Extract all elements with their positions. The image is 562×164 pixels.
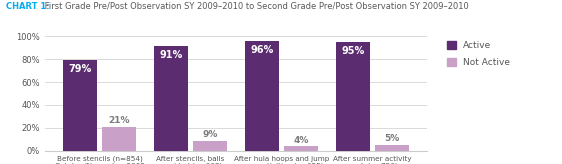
Bar — [336, 42, 370, 151]
Bar — [244, 41, 279, 151]
Text: 4%: 4% — [293, 136, 309, 145]
Bar — [375, 145, 409, 151]
Text: 79%: 79% — [69, 64, 92, 74]
Text: 91%: 91% — [160, 51, 183, 60]
Text: 96%: 96% — [250, 45, 274, 55]
Legend: Active, Not Active: Active, Not Active — [447, 41, 510, 67]
Text: 95%: 95% — [341, 46, 365, 56]
Bar — [193, 141, 228, 151]
Text: 21%: 21% — [108, 116, 130, 125]
Text: CHART 1:: CHART 1: — [6, 2, 49, 11]
Bar — [153, 46, 188, 151]
Text: 5%: 5% — [384, 134, 400, 143]
Bar — [284, 146, 319, 151]
Bar — [63, 60, 97, 151]
Bar — [102, 127, 137, 151]
Text: First Grade Pre/Post Observation SY 2009–2010 to Second Grade Pre/Post Observati: First Grade Pre/Post Observation SY 2009… — [42, 2, 469, 11]
Text: 9%: 9% — [202, 130, 218, 139]
